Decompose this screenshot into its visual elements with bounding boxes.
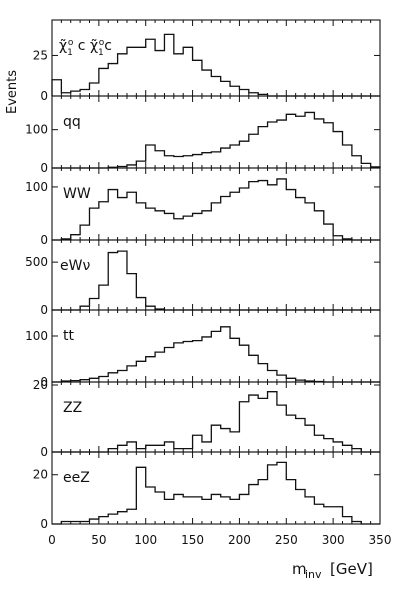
panel-6: 0 20 eeZ — [33, 451, 381, 531]
y-tick-label: 0 — [40, 233, 48, 247]
y-tick-label: 20 — [33, 468, 48, 482]
y-tick-label: 20 — [33, 378, 48, 392]
y-tick-label: 0 — [40, 303, 48, 317]
x-tick-label: 200 — [228, 533, 251, 547]
y-tick-label: 0 — [40, 375, 48, 389]
panel-4: 0 100 tt — [25, 309, 381, 389]
y-tick-label: 25 — [33, 48, 48, 62]
histogram-series-4 — [52, 326, 380, 383]
x-tick-label: 250 — [275, 533, 298, 547]
panel-frame — [51, 451, 381, 525]
panel-frame — [51, 239, 381, 311]
y-axis-label: Events — [5, 70, 20, 114]
panel-3: 0 500 eWν — [25, 239, 381, 317]
x-axis-label-sub: inv — [305, 568, 322, 581]
panel-frame — [51, 167, 381, 241]
histogram-series-6 — [52, 461, 380, 525]
histogram-series-1 — [52, 111, 381, 169]
panel-0: 0 25 χ̃1o c χ̃1oc — [33, 19, 381, 103]
y-tick-label: 100 — [25, 329, 48, 343]
x-axis-label: m inv [GeV] — [292, 560, 373, 581]
panel-label: tt — [63, 328, 74, 344]
histogram-series-3 — [52, 250, 380, 311]
y-tick-label: 0 — [40, 161, 48, 175]
x-axis-label-unit: [GeV] — [330, 560, 373, 578]
panel-label: χ̃1o c χ̃1oc — [59, 38, 112, 58]
y-tick-label: 0 — [40, 89, 48, 103]
panel-label: eWν — [60, 258, 90, 274]
panel-frame — [51, 95, 381, 169]
x-tick-label: 0 — [48, 533, 56, 547]
panel-frame — [51, 19, 381, 97]
panel-frame — [51, 309, 381, 383]
x-tick-label: 100 — [134, 533, 157, 547]
y-tick-label: 100 — [25, 180, 48, 194]
panel-label: WW — [63, 186, 91, 202]
x-tick-label: 50 — [91, 533, 106, 547]
y-tick-label: 0 — [40, 445, 48, 459]
x-tick-label: 300 — [322, 533, 345, 547]
histogram-panels: 0 25 χ̃1o c χ̃1oc 0 100 qq 0 100 WW 0 500 eWν 0 100 tt… — [25, 19, 381, 531]
panel-label: ZZ — [63, 400, 82, 416]
panel-2: 0 100 WW — [25, 167, 381, 247]
panel-label: qq — [63, 114, 81, 130]
panel-frame — [51, 381, 381, 453]
x-tick-label: 350 — [369, 533, 392, 547]
x-axis-label-main: m — [292, 560, 307, 578]
panel-1: 0 100 qq — [25, 95, 381, 175]
x-tick-label: 150 — [181, 533, 204, 547]
y-tick-label: 500 — [25, 255, 48, 269]
histogram-series-5 — [52, 391, 380, 453]
y-tick-label: 0 — [40, 517, 48, 531]
shared-x-axis: 0 50 100 150 200 250 300 350 — [48, 533, 391, 547]
y-tick-label: 100 — [25, 123, 48, 137]
panel-label: eeZ — [63, 470, 90, 486]
histogram-series-2 — [52, 178, 380, 241]
